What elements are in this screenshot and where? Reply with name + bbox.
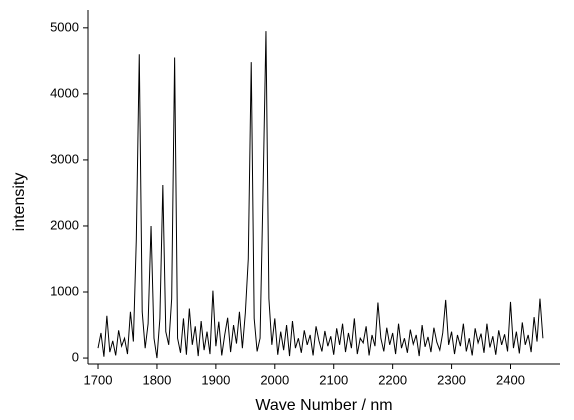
x-tick-label: 1900 xyxy=(201,372,230,387)
y-tick-label: 1000 xyxy=(50,283,79,298)
y-tick-label: 4000 xyxy=(50,85,79,100)
y-axis-label: intensity xyxy=(11,173,28,232)
x-tick-label: 1800 xyxy=(142,372,171,387)
x-tick-label: 2000 xyxy=(260,372,289,387)
y-tick-label: 3000 xyxy=(50,151,79,166)
x-tick-label: 1700 xyxy=(84,372,113,387)
x-tick-label: 2400 xyxy=(496,372,525,387)
y-tick-label: 5000 xyxy=(50,19,79,34)
x-tick-label: 2300 xyxy=(437,372,466,387)
y-tick-label: 2000 xyxy=(50,217,79,232)
x-tick-label: 2200 xyxy=(378,372,407,387)
y-tick-label: 0 xyxy=(72,349,79,364)
x-tick-label: 2100 xyxy=(319,372,348,387)
x-axis-label: Wave Number / nm xyxy=(255,397,392,414)
spectrum-line xyxy=(97,31,544,359)
